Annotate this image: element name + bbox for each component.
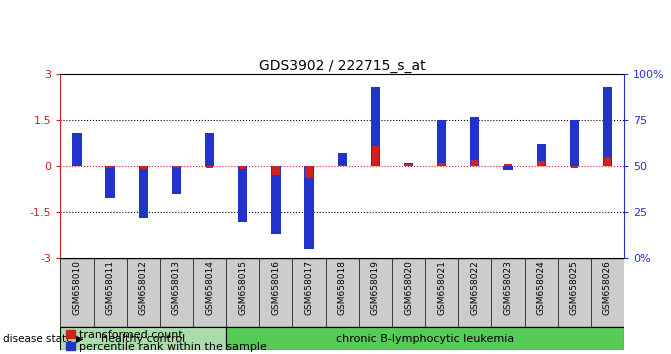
- Bar: [505, 164, 511, 166]
- Bar: [271, 166, 280, 234]
- Text: GSM658010: GSM658010: [72, 261, 81, 315]
- Text: GSM658012: GSM658012: [139, 261, 148, 315]
- Text: GSM658018: GSM658018: [338, 261, 347, 315]
- Text: GSM658024: GSM658024: [537, 261, 546, 315]
- Bar: [470, 117, 480, 166]
- Title: GDS3902 / 222715_s_at: GDS3902 / 222715_s_at: [259, 59, 425, 73]
- Bar: [405, 164, 412, 166]
- Bar: [404, 163, 413, 166]
- Bar: [272, 166, 280, 175]
- Bar: [173, 166, 180, 167]
- Text: GSM658019: GSM658019: [371, 261, 380, 315]
- Bar: [205, 133, 214, 166]
- Bar: [537, 144, 546, 166]
- Text: healthy control: healthy control: [101, 334, 185, 344]
- Bar: [370, 87, 380, 166]
- Text: GSM658016: GSM658016: [271, 261, 280, 315]
- Bar: [172, 166, 181, 194]
- Bar: [239, 166, 246, 169]
- Text: GSM658022: GSM658022: [470, 261, 479, 315]
- Bar: [338, 154, 347, 166]
- Text: disease state ▶: disease state ▶: [3, 334, 84, 344]
- Bar: [438, 163, 446, 166]
- Bar: [105, 166, 115, 198]
- Bar: [570, 120, 579, 166]
- Text: GSM658025: GSM658025: [570, 261, 579, 315]
- Bar: [238, 166, 248, 222]
- Bar: [437, 120, 446, 166]
- Bar: [471, 160, 478, 166]
- Text: GSM658020: GSM658020: [404, 261, 413, 315]
- Bar: [570, 166, 578, 167]
- Bar: [537, 161, 545, 166]
- Bar: [60, 327, 226, 350]
- Text: chronic B-lymphocytic leukemia: chronic B-lymphocytic leukemia: [336, 334, 514, 344]
- Bar: [603, 87, 612, 166]
- Text: GSM658011: GSM658011: [105, 261, 115, 315]
- Text: GSM658015: GSM658015: [238, 261, 247, 315]
- Bar: [226, 327, 624, 350]
- Bar: [72, 133, 82, 166]
- Bar: [206, 166, 213, 167]
- Text: GSM658013: GSM658013: [172, 261, 181, 315]
- Bar: [139, 166, 148, 218]
- Bar: [305, 166, 314, 249]
- Bar: [372, 147, 379, 166]
- Text: GSM658023: GSM658023: [503, 261, 513, 315]
- Bar: [305, 166, 313, 178]
- Text: GSM658026: GSM658026: [603, 261, 612, 315]
- Bar: [339, 165, 346, 166]
- Legend: transformed count, percentile rank within the sample: transformed count, percentile rank withi…: [66, 330, 267, 352]
- Text: GSM658017: GSM658017: [305, 261, 313, 315]
- Bar: [140, 166, 147, 169]
- Text: GSM658021: GSM658021: [437, 261, 446, 315]
- Text: GSM658014: GSM658014: [205, 261, 214, 315]
- Bar: [604, 156, 611, 166]
- Bar: [107, 166, 114, 168]
- Bar: [503, 166, 513, 170]
